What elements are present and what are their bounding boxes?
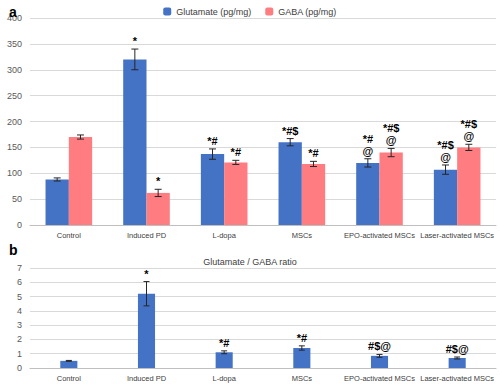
- svg-text:MSCs: MSCs: [292, 231, 313, 240]
- svg-text:2: 2: [17, 334, 22, 344]
- svg-text:*#: *#: [207, 135, 217, 147]
- svg-text:EPO-activated MSCs: EPO-activated MSCs: [344, 231, 415, 240]
- svg-text:a: a: [9, 4, 17, 20]
- svg-text:50: 50: [12, 194, 22, 204]
- svg-text:7: 7: [17, 263, 22, 273]
- svg-text:b: b: [9, 242, 18, 258]
- svg-text:*#$: *#$: [383, 122, 400, 134]
- svg-text:Induced PD: Induced PD: [127, 374, 167, 383]
- svg-text:0: 0: [17, 220, 22, 230]
- svg-text:L-dopa: L-dopa: [212, 374, 236, 383]
- svg-text:250: 250: [7, 91, 22, 101]
- svg-text:200: 200: [7, 117, 22, 127]
- svg-text:*#: *#: [219, 337, 229, 349]
- svg-text:*: *: [133, 35, 138, 47]
- svg-text:100: 100: [7, 168, 22, 178]
- svg-text:150: 150: [7, 142, 22, 152]
- svg-text:*#$: *#$: [282, 125, 299, 137]
- svg-text:L-dopa: L-dopa: [212, 231, 236, 240]
- svg-text:GABA (pg/mg): GABA (pg/mg): [278, 7, 336, 17]
- svg-text:1: 1: [17, 349, 22, 359]
- svg-text:@: @: [440, 151, 451, 163]
- svg-text:*#$: *#$: [437, 139, 454, 151]
- svg-text:*#: *#: [297, 332, 307, 344]
- svg-text:Control: Control: [57, 231, 82, 240]
- svg-text:3: 3: [17, 320, 22, 330]
- svg-text:Induced PD: Induced PD: [127, 231, 167, 240]
- svg-text:*: *: [144, 268, 149, 280]
- svg-text:*#: *#: [231, 146, 241, 158]
- svg-text:300: 300: [7, 65, 22, 75]
- svg-text:350: 350: [7, 39, 22, 49]
- svg-text:Laser-activated MSCs: Laser-activated MSCs: [420, 374, 494, 383]
- svg-text:0: 0: [17, 363, 22, 373]
- svg-text:#$@: #$@: [446, 343, 469, 355]
- svg-text:#$@: #$@: [368, 340, 391, 352]
- svg-text:*#: *#: [308, 147, 318, 159]
- svg-text:@: @: [386, 134, 397, 146]
- svg-text:*#$: *#$: [461, 118, 478, 130]
- svg-text:MSCs: MSCs: [292, 374, 313, 383]
- svg-text:EPO-activated MSCs: EPO-activated MSCs: [344, 374, 415, 383]
- svg-text:Glutamate (pg/mg): Glutamate (pg/mg): [176, 7, 251, 17]
- svg-text:6: 6: [17, 277, 22, 287]
- svg-text:4: 4: [17, 306, 22, 316]
- svg-text:@: @: [463, 130, 474, 142]
- svg-text:@: @: [362, 145, 373, 157]
- svg-text:Control: Control: [57, 374, 82, 383]
- svg-text:5: 5: [17, 292, 22, 302]
- svg-text:*: *: [156, 175, 161, 187]
- svg-text:*#: *#: [363, 133, 373, 145]
- svg-text:Laser-activated MSCs: Laser-activated MSCs: [420, 231, 494, 240]
- svg-text:Glutamate / GABA ratio: Glutamate / GABA ratio: [203, 257, 297, 267]
